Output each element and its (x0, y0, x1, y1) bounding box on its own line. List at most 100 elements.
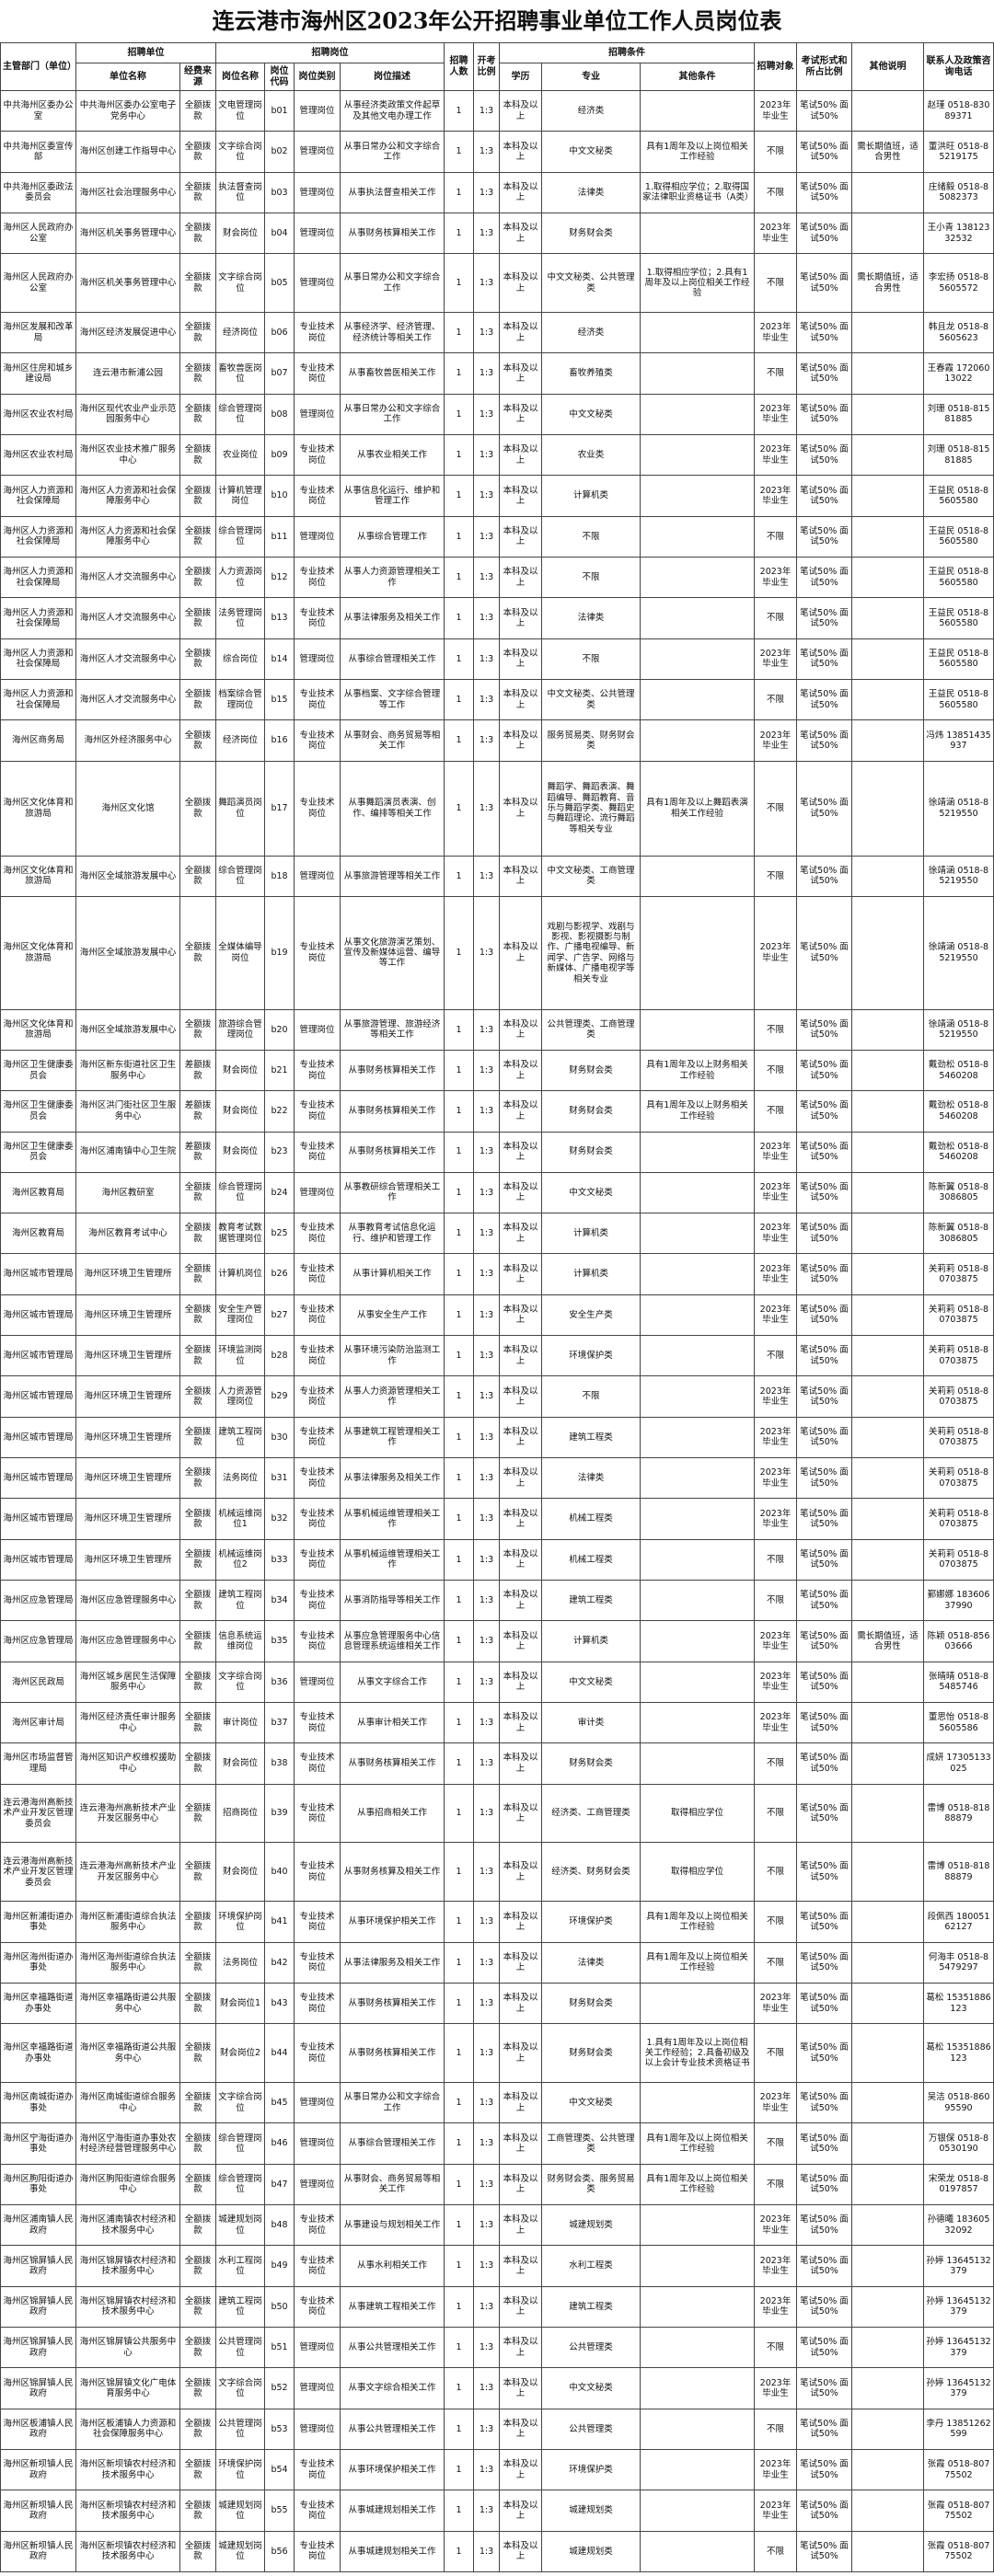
table-cell: 从事机械运维管理相关工作 (340, 1538, 445, 1581)
table-cell: 专业技术岗位 (294, 2490, 341, 2532)
table-cell: 海州区应急管理局 (0, 1579, 76, 1622)
table-cell: 2023年毕业生 (754, 2448, 797, 2491)
table-cell: 从事日常办公和文字综合工作 (340, 131, 445, 173)
table-cell: 畜牧养殖类 (541, 352, 641, 395)
table-cell: 本科及以上 (499, 1049, 542, 1092)
table-cell: 不限 (754, 171, 797, 213)
table-cell: 海州区人才交流服务中心 (75, 597, 180, 639)
table-cell: 笔试50% 面试50% (796, 2122, 852, 2165)
table-cell: 本科及以上 (499, 719, 542, 762)
table-cell: 笔试50% 面试50% (796, 2530, 852, 2573)
table-cell: 不限 (754, 1335, 797, 1377)
table-cell: b16 (264, 719, 295, 762)
column-header: 岗位描述 (340, 63, 445, 91)
table-cell: 不限 (541, 638, 641, 680)
table-cell: 从事教研综合管理相关工作 (340, 1171, 445, 1214)
table-cell: 1:3 (473, 1008, 500, 1051)
table-cell: 1:3 (473, 1498, 500, 1540)
table-cell: 从事文字综合工作 (340, 1661, 445, 1703)
table-cell (640, 393, 755, 436)
table-cell: 全额拨款 (179, 2490, 216, 2532)
table-row: 海州区城市管理局 海州区环境卫生管理所 全额拨款 机械运维岗位2 b33 专业技术岗位 从事… (0, 1538, 994, 1581)
table-cell: 海州区机关事务管理中心 (75, 253, 180, 314)
table-cell: 1:3 (473, 2023, 500, 2084)
column-header: 联系人及政策咨询电话 (923, 42, 994, 91)
table-cell: 取得相应学位 (640, 1783, 755, 1844)
table-cell: b20 (264, 1008, 295, 1051)
table-cell: 城建规划类 (541, 2204, 641, 2247)
table-row: 海州区文化体育和旅游局 海州区全域旅游发展中心 全额拨款 旅游综合管理岗位 b20 管理岗… (0, 1008, 994, 1051)
table-cell: 不限 (754, 760, 797, 857)
table-cell: 笔试50% 面试50% (796, 1783, 852, 1844)
table-cell: 戴劲松 0518-85460208 (923, 1131, 994, 1173)
table-cell: 财务财会类 (541, 1742, 641, 1785)
table-cell (640, 2530, 755, 2573)
table-cell: 本科及以上 (499, 2204, 542, 2247)
table-cell: 需长期值班，适合男性 (851, 131, 924, 173)
table-cell: 海州区朐阳街道综合服务中心 (75, 2163, 180, 2206)
table-cell: 综合管理岗位 (215, 515, 265, 558)
table-cell: 专业技术岗位 (294, 1742, 341, 1785)
column-header: 招聘对象 (754, 42, 797, 91)
table-cell: 海州区文化体育和旅游局 (0, 855, 76, 897)
table-cell (851, 1008, 924, 1051)
table-cell: 公共管理类、工商管理类 (541, 1008, 641, 1051)
table-cell: 从事旅游管理、旅游经济等相关工作 (340, 1008, 445, 1051)
table-cell: 1 (444, 1335, 474, 1377)
table-cell: 全额拨款 (179, 393, 216, 436)
table-cell: 专业技术岗位 (294, 1538, 341, 1581)
table-cell: 葛松 15351886123 (923, 1982, 994, 2025)
table-cell: 从事教育考试信息化运行、维护和管理工作 (340, 1213, 445, 1255)
table-cell: 海州区洪门街社区卫生服务中心 (75, 1090, 180, 1133)
table-cell: 笔试50% 面试50% (796, 1090, 852, 1133)
table-row: 海州区农业农村局 海州区现代农业产业示范园服务中心 全额拨款 综合管理岗位 b08 管理岗… (0, 393, 994, 436)
table-cell: 1:3 (473, 212, 500, 255)
table-cell: 笔试50% 面试50% (796, 1901, 852, 1943)
table-cell: 海州区城市管理局 (0, 1375, 76, 1418)
table-cell: b43 (264, 1982, 295, 2025)
table-body: 中共海州区委办公室 中共海州区委办公室电子党务中心 全额拨款 文电管理岗位 b01 管理岗… (0, 89, 994, 2573)
table-cell: 全额拨款 (179, 89, 216, 132)
table-cell: 公共管理岗位 (215, 2326, 265, 2369)
table-cell (851, 597, 924, 639)
table-cell: 笔试50% 面试50% (796, 1701, 852, 1744)
table-cell: 1:3 (473, 352, 500, 395)
table-cell: b30 (264, 1416, 295, 1459)
table-cell: 海州区人力资源和社会保障服务中心 (75, 475, 180, 517)
table-cell: 经济岗位 (215, 719, 265, 762)
table-cell: 中文文秘类 (541, 1171, 641, 1214)
table-cell: 专业技术岗位 (294, 475, 341, 517)
column-header: 其他说明 (851, 42, 924, 91)
group-header: 招聘单位 (75, 42, 216, 63)
table-cell: 海州区城市管理局 (0, 1294, 76, 1337)
table-cell (851, 1701, 924, 1744)
table-cell: 农业岗位 (215, 434, 265, 477)
table-cell: 本科及以上 (499, 1538, 542, 1581)
table-cell: 畜牧兽医岗位 (215, 352, 265, 395)
table-cell: 全额拨款 (179, 1538, 216, 1581)
table-cell: 海州区城市管理局 (0, 1416, 76, 1459)
table-cell: 1:3 (473, 1620, 500, 1662)
table-cell: 孙婷 13645132379 (923, 2367, 994, 2409)
table-cell: 全额拨款 (179, 1941, 216, 1984)
table-cell: 笔试50% 面试50% (796, 678, 852, 721)
table-cell: 1:3 (473, 253, 500, 314)
table-cell: 管理岗位 (294, 2367, 341, 2409)
table-cell: 笔试50% 面试50% (796, 434, 852, 477)
table-cell (851, 1253, 924, 1295)
table-cell: 笔试50% 面试50% (796, 2326, 852, 2369)
table-cell: 环境保护岗位 (215, 1901, 265, 1943)
table-cell: 本科及以上 (499, 638, 542, 680)
table-cell: 戏剧与影视学、戏剧与影视、影视摄影与制作、广播电视编导、新闻学、广告学、网络与新… (541, 895, 641, 1010)
table-cell: 中共海州区委政法委员会 (0, 171, 76, 213)
table-cell: 1 (444, 1783, 474, 1844)
table-cell: 本科及以上 (499, 393, 542, 436)
column-header: 单位名称 (75, 63, 180, 91)
table-cell: 城建规划岗位 (215, 2530, 265, 2573)
table-cell: 不限 (754, 855, 797, 897)
table-cell (851, 1049, 924, 1092)
table-cell: 本科及以上 (499, 1842, 542, 1903)
table-row: 海州区人力资源和社会保障局 海州区人才交流服务中心 全额拨款 人力资源岗位 b12 专业技… (0, 557, 994, 599)
table-cell: 综合管理岗位 (215, 393, 265, 436)
table-cell: 张霞 0518-80775502 (923, 2448, 994, 2491)
